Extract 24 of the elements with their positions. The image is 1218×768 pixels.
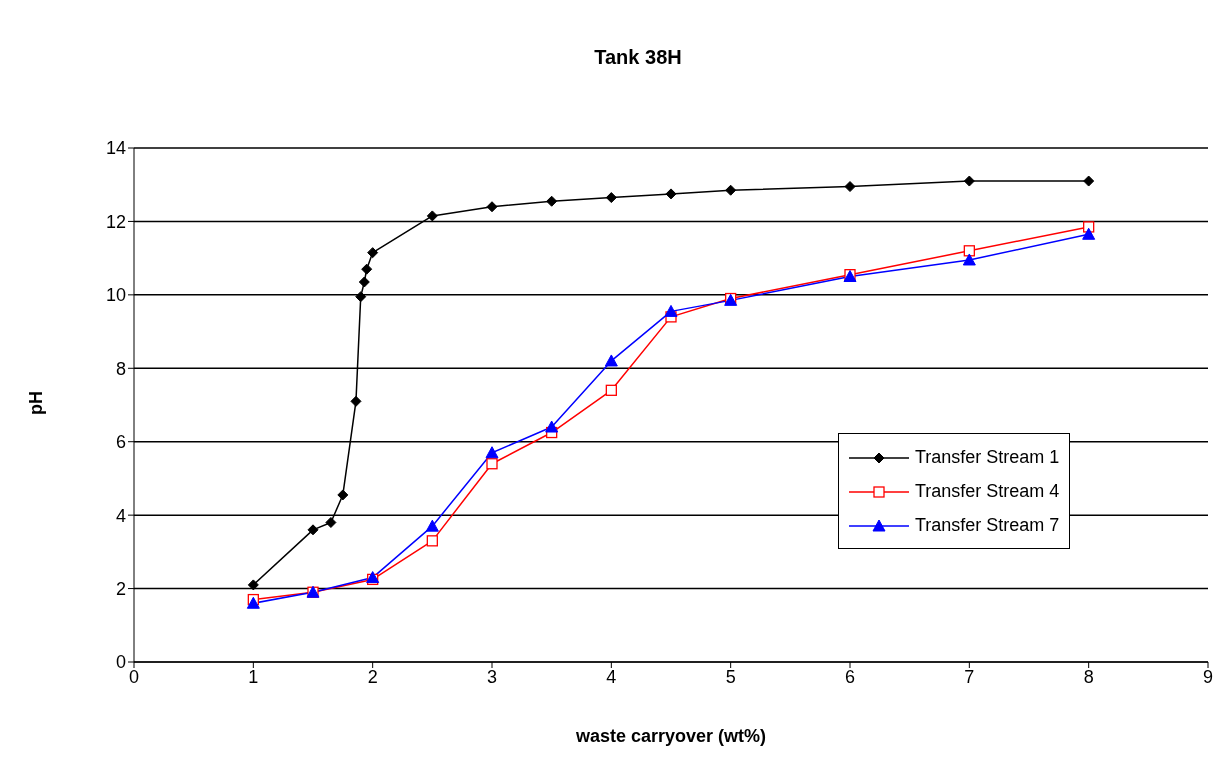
y-tick-label: 4 (115, 505, 126, 526)
x-tick-label: 3 (486, 666, 498, 687)
y-tick-label: 14 (105, 138, 126, 159)
x-tick-label: 8 (1083, 666, 1094, 687)
y-tick-label: 8 (115, 358, 126, 379)
x-axis-title: waste carryover (wt%) (574, 726, 768, 747)
x-tick-label: 1 (248, 666, 259, 687)
x-tick-label: 9 (1202, 666, 1214, 687)
chart-title: Tank 38H (593, 46, 683, 69)
y-axis-title: pH (25, 391, 47, 415)
x-tick-label: 0 (128, 666, 140, 687)
x-tick-label: 2 (367, 666, 378, 687)
x-tick-label: 7 (964, 666, 975, 687)
legend-label: Transfer Stream 1 (915, 447, 1060, 467)
x-tick-label: 6 (844, 666, 856, 687)
y-tick-label: 0 (115, 652, 126, 673)
y-tick-label: 6 (115, 432, 126, 453)
legend-label: Transfer Stream 4 (915, 481, 1060, 501)
y-tick-label: 2 (115, 578, 126, 599)
x-tick-label: 4 (606, 666, 617, 687)
y-tick-label: 10 (105, 285, 126, 306)
y-tick-label: 12 (105, 211, 126, 232)
x-tick-label: 5 (725, 666, 736, 687)
legend-label: Transfer Stream 7 (915, 515, 1060, 535)
